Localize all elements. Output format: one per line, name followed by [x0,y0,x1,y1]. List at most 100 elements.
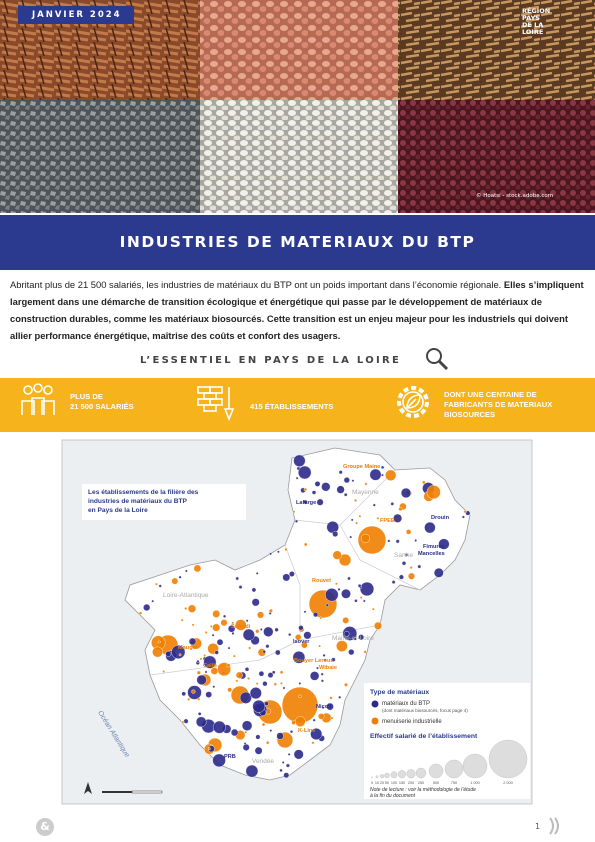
dot [235,619,247,631]
dot [154,650,158,653]
dot [222,724,232,734]
dot [255,734,261,740]
dot [262,650,266,654]
company-label: Fimurex [423,544,446,550]
dot [223,614,227,618]
intro-regular: Abritant plus de 21 500 salariés, les in… [10,279,502,290]
intro-bold: Elles s’impliquent largement dans une dé… [10,279,584,341]
dot [316,666,319,670]
gear-leaf-icon [397,386,429,418]
dot [343,477,350,484]
dot [398,574,404,580]
dot [259,709,267,716]
scale-bar [131,790,163,794]
dot [197,712,202,716]
dot [298,694,302,699]
dot [417,564,422,569]
logo-line: DE LA [522,21,544,29]
size-circle [375,775,379,779]
kpi: 415 ÉTABLISSEMENTS [250,402,333,412]
dot [255,629,260,634]
dot [242,628,255,641]
dot [276,550,280,554]
dot [230,685,250,705]
dot [248,646,252,650]
dot [332,531,339,538]
dot [193,564,202,573]
photo-credit: © Hoatsi - stock.adobe.com [476,193,554,199]
size-circle [371,776,373,779]
company-label: Maugin [178,645,198,651]
size-circle [384,772,390,779]
dot [311,490,317,495]
dot [230,728,239,737]
dot [298,625,304,631]
dot [395,539,400,544]
dot [279,768,283,773]
dot [262,681,268,687]
dot [422,482,435,495]
dot [202,656,207,661]
size-circle [406,769,416,779]
dot [184,607,188,611]
dot [264,701,269,706]
footer-logo [549,817,559,835]
dot [351,479,355,483]
dot [138,611,143,615]
dot [331,657,336,662]
intro-text: Abritant plus de 21 500 salariés, les in… [10,276,590,344]
dot [343,492,348,497]
dot [232,654,236,658]
header-photos [0,0,595,213]
dot [400,487,412,499]
dot [357,525,387,555]
dot [195,716,207,728]
kpi: DONT UNE CENTAINE DE FABRICANTS DE MATER… [444,390,552,420]
size-circle [398,770,407,779]
dot [438,538,450,550]
kpi-line: 415 ÉTABLISSEMENTS [250,402,334,411]
photo-wood-chips [398,0,595,100]
dot [207,747,211,750]
dot [385,469,397,481]
size-circle [488,739,528,779]
dot [231,631,235,635]
dot [311,741,315,745]
dot [196,670,201,675]
dot [387,539,391,543]
dot [318,713,325,720]
dot [302,643,308,648]
dot [318,735,325,742]
dot [204,670,208,674]
size-legend: 0 10 20 50 100 150 200 250 500 750 1 000 2 000 [371,739,528,785]
map-title: Les établissements de la filière des [88,489,199,496]
dot [314,480,321,487]
region-outline [124,447,471,781]
dot [235,576,239,581]
dot [171,577,179,585]
dot [208,666,212,670]
dot [293,454,306,467]
dot [255,682,259,685]
dot [291,720,296,725]
dot [312,718,316,722]
dot [266,741,270,745]
dot [338,553,352,567]
dot [344,682,348,687]
department-label: Loire-Atlantique [163,592,209,599]
size-tick-label: 100 [391,781,397,785]
dot [292,651,306,664]
dot [271,670,276,675]
dot [360,534,370,544]
dot [191,689,196,694]
size-circle [462,753,488,779]
department-labels: Mayenne Sarthe Loire-Atlantique Maine-et… [163,489,414,765]
photo-grey-gravel [0,100,200,213]
legend-box [364,683,530,799]
dot [274,649,281,656]
kpi-line: DONT UNE CENTAINE DE [444,390,537,399]
dot [325,603,329,607]
dot [424,521,436,534]
company-label: FPEE [380,518,395,524]
